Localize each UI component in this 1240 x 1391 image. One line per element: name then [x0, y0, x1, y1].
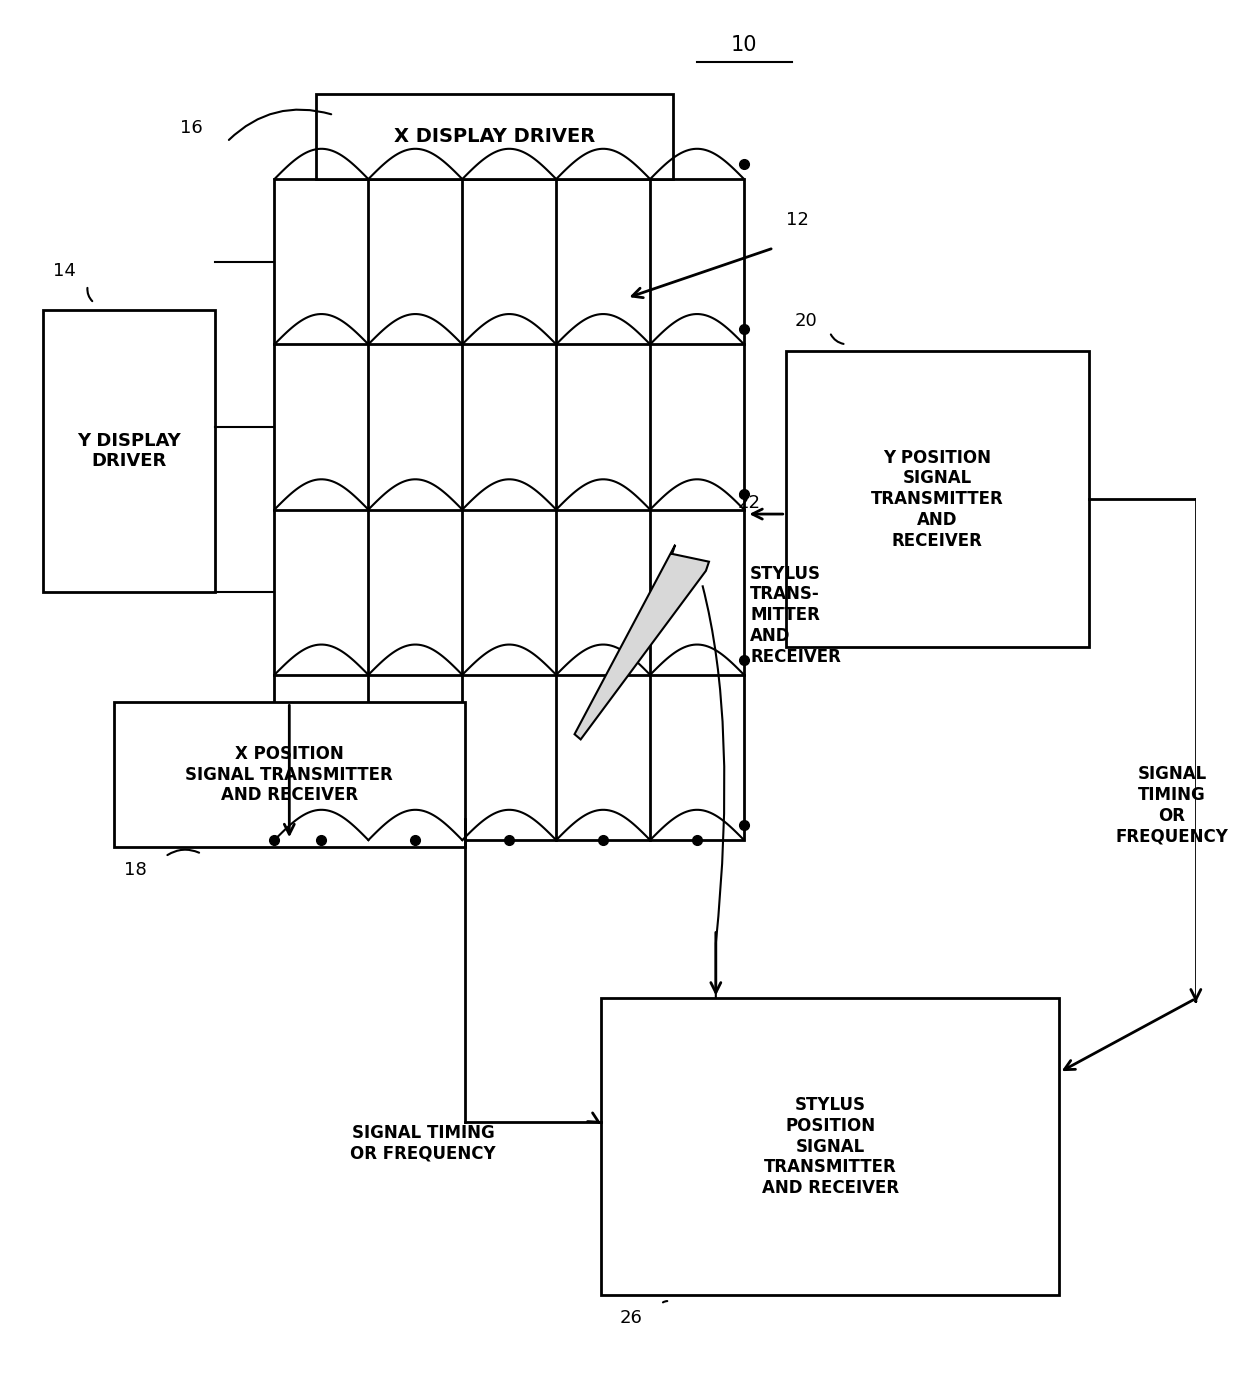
Polygon shape: [574, 545, 709, 740]
Text: STYLUS
POSITION
SIGNAL
TRANSMITTER
AND RECEIVER: STYLUS POSITION SIGNAL TRANSMITTER AND R…: [761, 1096, 899, 1198]
Text: 14: 14: [52, 263, 76, 281]
Text: 18: 18: [124, 861, 146, 879]
Text: X POSITION
SIGNAL TRANSMITTER
AND RECEIVER: X POSITION SIGNAL TRANSMITTER AND RECEIV…: [186, 746, 393, 804]
Text: 20: 20: [795, 312, 817, 330]
Bar: [274, 179, 744, 840]
Bar: [601, 999, 1059, 1295]
Text: 22: 22: [738, 494, 761, 512]
Text: Y DISPLAY
DRIVER: Y DISPLAY DRIVER: [77, 431, 181, 470]
Bar: [114, 702, 465, 847]
Text: SIGNAL TIMING
OR FREQUENCY: SIGNAL TIMING OR FREQUENCY: [350, 1124, 496, 1163]
Text: 12: 12: [786, 211, 808, 230]
Text: Y POSITION
SIGNAL
TRANSMITTER
AND
RECEIVER: Y POSITION SIGNAL TRANSMITTER AND RECEIV…: [870, 449, 1003, 549]
Text: SIGNAL
TIMING
OR
FREQUENCY: SIGNAL TIMING OR FREQUENCY: [1116, 765, 1229, 846]
Bar: [786, 351, 1089, 647]
Bar: [42, 310, 215, 593]
Text: 10: 10: [730, 35, 758, 56]
Text: STYLUS
TRANS-
MITTER
AND
RECEIVER: STYLUS TRANS- MITTER AND RECEIVER: [750, 565, 841, 666]
Text: 16: 16: [180, 120, 202, 138]
Text: 26: 26: [620, 1309, 642, 1327]
Bar: [316, 93, 673, 179]
Text: X DISPLAY DRIVER: X DISPLAY DRIVER: [394, 127, 595, 146]
